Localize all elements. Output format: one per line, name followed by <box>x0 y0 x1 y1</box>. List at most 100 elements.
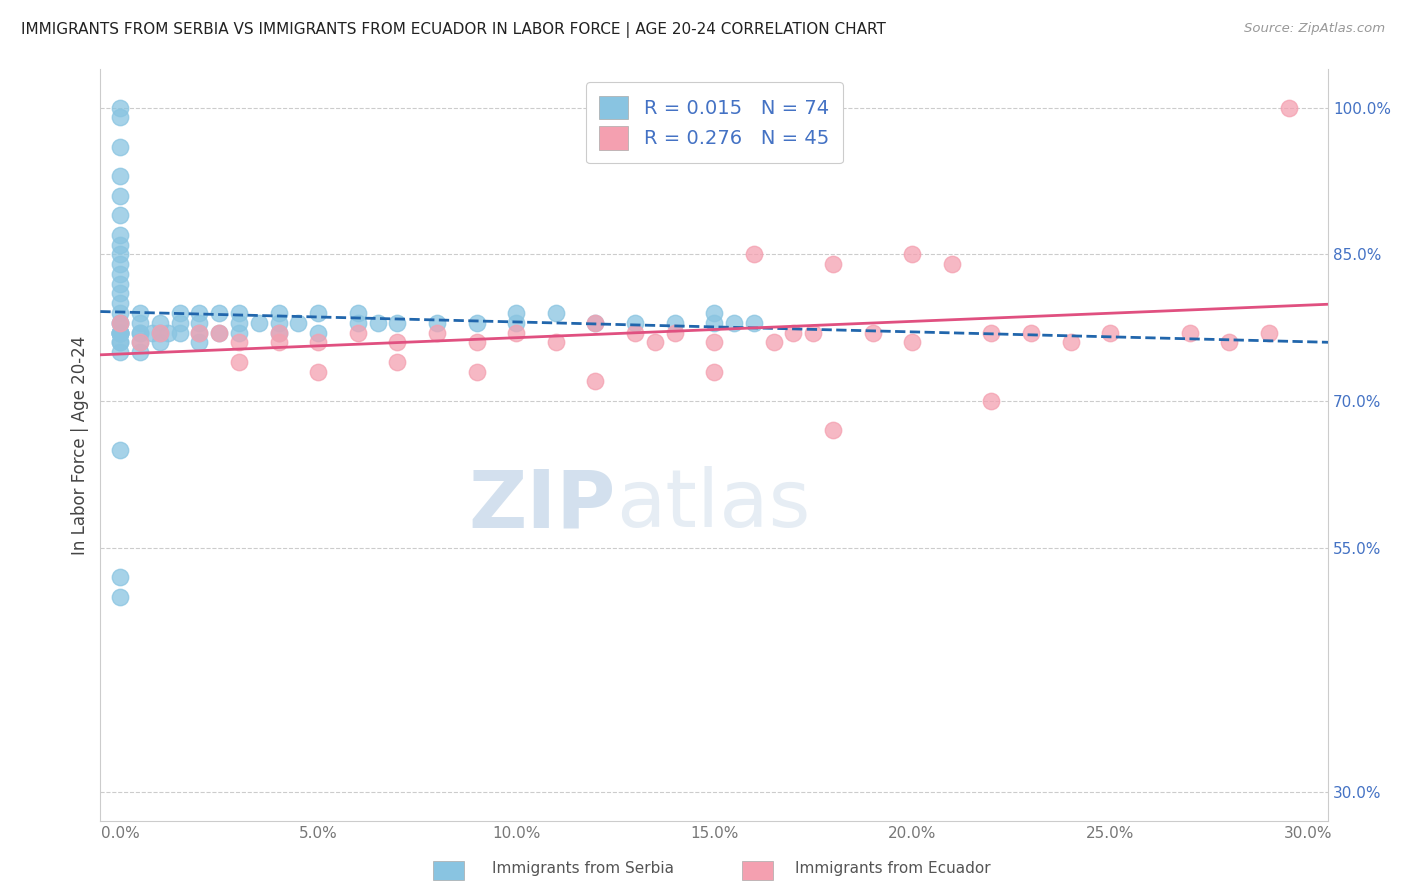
Text: atlas: atlas <box>616 467 810 544</box>
Point <box>664 316 686 330</box>
Point <box>149 326 172 340</box>
Point <box>108 296 131 310</box>
Point <box>703 316 725 330</box>
Point <box>108 257 131 271</box>
Point <box>129 335 152 350</box>
Point <box>108 326 131 340</box>
Point <box>505 326 527 340</box>
Point <box>108 111 131 125</box>
Point <box>387 316 409 330</box>
Point <box>1178 326 1201 340</box>
Point <box>108 335 131 350</box>
Text: Immigrants from Ecuador: Immigrants from Ecuador <box>794 861 991 876</box>
Point <box>108 442 131 457</box>
Point <box>188 316 211 330</box>
Point <box>108 188 131 202</box>
Point <box>228 306 250 320</box>
Point <box>108 570 131 584</box>
Point <box>108 140 131 154</box>
Point <box>129 316 152 330</box>
Point <box>228 326 250 340</box>
Point <box>108 101 131 115</box>
Point <box>108 227 131 242</box>
Point <box>426 326 449 340</box>
Point <box>941 257 963 271</box>
Legend: R = 0.015   N = 74, R = 0.276   N = 45: R = 0.015 N = 74, R = 0.276 N = 45 <box>586 82 842 163</box>
Point <box>267 326 290 340</box>
Point <box>980 394 1002 409</box>
Point <box>624 316 647 330</box>
Point <box>108 316 131 330</box>
Point <box>307 365 329 379</box>
Point <box>129 326 152 340</box>
Point <box>169 316 191 330</box>
Point <box>782 326 804 340</box>
Point <box>108 169 131 183</box>
Point <box>901 335 924 350</box>
Point <box>208 306 231 320</box>
Point <box>108 277 131 291</box>
Point <box>108 335 131 350</box>
Point <box>762 335 785 350</box>
Point <box>307 306 329 320</box>
Point <box>141 326 163 340</box>
Point <box>387 335 409 350</box>
Point <box>267 316 290 330</box>
Point <box>108 286 131 301</box>
Point <box>129 345 152 359</box>
Point <box>703 335 725 350</box>
Point <box>108 326 131 340</box>
Point <box>228 355 250 369</box>
Point <box>267 335 290 350</box>
Text: ZIP: ZIP <box>468 467 616 544</box>
Point <box>108 208 131 222</box>
Point <box>267 326 290 340</box>
Point <box>703 365 725 379</box>
Point <box>188 335 211 350</box>
Point <box>108 316 131 330</box>
Point <box>1060 335 1083 350</box>
Point <box>1019 326 1042 340</box>
Point <box>188 326 211 340</box>
Point <box>108 237 131 252</box>
Point <box>346 326 368 340</box>
Point <box>129 306 152 320</box>
Point <box>149 335 172 350</box>
Point <box>1099 326 1122 340</box>
Point <box>465 316 488 330</box>
Point <box>267 306 290 320</box>
Point <box>149 316 172 330</box>
Point <box>346 306 368 320</box>
Point <box>505 306 527 320</box>
Point <box>664 326 686 340</box>
Point <box>108 590 131 604</box>
Point <box>287 316 309 330</box>
Point <box>823 423 845 437</box>
Point <box>1218 335 1240 350</box>
Text: IMMIGRANTS FROM SERBIA VS IMMIGRANTS FROM ECUADOR IN LABOR FORCE | AGE 20-24 COR: IMMIGRANTS FROM SERBIA VS IMMIGRANTS FRO… <box>21 22 886 38</box>
Point <box>465 335 488 350</box>
Point <box>644 335 666 350</box>
Point <box>149 326 172 340</box>
Point <box>228 335 250 350</box>
Point <box>247 316 270 330</box>
Point <box>624 326 647 340</box>
Point <box>108 316 131 330</box>
Point <box>108 345 131 359</box>
Point <box>108 326 131 340</box>
Point <box>1257 326 1279 340</box>
Point <box>108 326 131 340</box>
Point <box>742 316 765 330</box>
Point <box>544 335 567 350</box>
Point <box>583 316 606 330</box>
Point <box>583 316 606 330</box>
Point <box>129 335 152 350</box>
Point <box>307 326 329 340</box>
Point <box>465 365 488 379</box>
Point <box>169 326 191 340</box>
Point <box>108 306 131 320</box>
Point <box>505 316 527 330</box>
Point <box>742 247 765 261</box>
Point <box>703 306 725 320</box>
Point <box>980 326 1002 340</box>
